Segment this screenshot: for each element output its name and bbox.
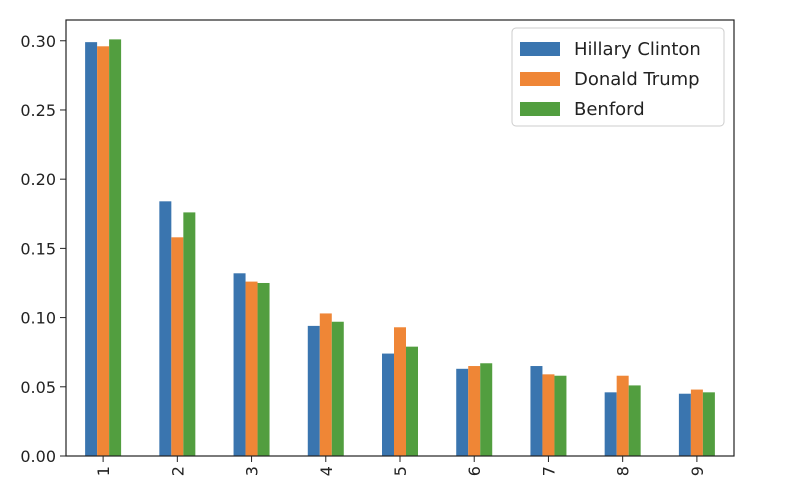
legend-swatch-benford [520,102,560,116]
x-tick-label: 7 [539,466,558,476]
bar-donald-trump-2 [171,237,184,456]
bar-benford-7 [554,375,567,456]
bar-group [85,39,715,457]
x-tick-label: 3 [243,466,262,476]
y-tick-label: 0.10 [20,309,56,328]
x-axis: 1 2 3 4 5 6 7 8 9 [94,456,707,476]
legend-label: Donald Trump [574,69,700,90]
bar-hillary-clinton-4 [307,325,320,456]
bar-hillary-clinton-9 [678,393,691,456]
bar-donald-trump-4 [319,313,332,456]
y-tick-label: 0.25 [20,101,56,120]
legend-label: Hillary Clinton [574,39,701,60]
legend-swatch-hillary-clinton [520,42,560,56]
bar-benford-4 [331,321,344,456]
y-tick-label: 0.15 [20,239,56,258]
x-tick-label: 6 [465,466,484,476]
bar-donald-trump-3 [245,281,258,456]
y-tick-label: 0.05 [20,378,56,397]
x-tick-label: 2 [168,466,187,476]
bar-hillary-clinton-6 [456,368,469,456]
bar-benford-9 [702,392,715,456]
legend-swatch-donald-trump [520,72,560,86]
bar-donald-trump-7 [542,374,555,456]
bar-benford-5 [406,346,418,456]
x-tick-label: 1 [94,466,113,476]
bar-hillary-clinton-2 [159,201,172,456]
legend-box [511,27,725,127]
bar-donald-trump-1 [97,46,110,457]
x-tick-label: 5 [391,466,410,476]
bar-benford-8 [628,385,641,456]
bar-hillary-clinton-5 [382,353,394,456]
legend-label: Benford [574,99,645,120]
x-tick-label: 4 [317,466,336,476]
bar-benford-2 [183,212,196,456]
x-tick-label: 9 [688,466,707,476]
x-tick-label: 8 [614,466,633,476]
bar-benford-1 [109,39,122,456]
bar-hillary-clinton-7 [530,366,543,456]
y-axis: 0.00 0.05 0.10 0.15 0.20 0.25 0.30 [20,32,66,466]
bar-benford-3 [257,282,270,456]
bar-hillary-clinton-3 [233,273,246,456]
plot-frame [65,19,735,457]
bar-donald-trump-6 [468,366,481,456]
legend: Hillary Clinton Donald Trump Benford [511,27,725,127]
bar-donald-trump-5 [394,327,406,456]
bar-donald-trump-8 [616,375,629,456]
y-tick-label: 0.00 [20,447,56,466]
bar-hillary-clinton-1 [85,42,98,457]
bar-donald-trump-9 [690,389,703,456]
y-tick-label: 0.20 [20,170,56,189]
bar-hillary-clinton-8 [604,392,617,456]
bar-benford-6 [480,363,493,456]
y-tick-label: 0.30 [20,32,56,51]
